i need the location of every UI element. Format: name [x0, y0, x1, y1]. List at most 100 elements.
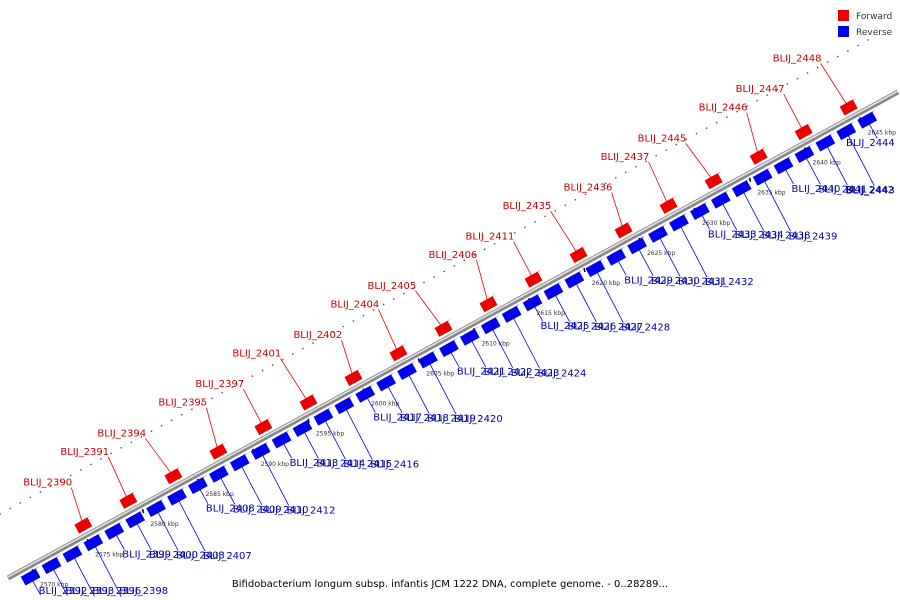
reverse-gene-block[interactable] [836, 120, 857, 141]
reverse-gene-label: BLIJ_2439 [789, 231, 838, 242]
reverse-gene-block[interactable] [606, 246, 627, 266]
scale-tick-label: 2610 kbp [481, 340, 509, 347]
forward-gene-block[interactable] [254, 416, 273, 436]
forward-gene-block[interactable] [344, 367, 363, 386]
forward-label-leader [341, 339, 354, 379]
reverse-gene-block[interactable] [522, 292, 543, 312]
reverse-gene-label: BLIJ_2421 [457, 367, 506, 378]
forward-label-leader [107, 456, 129, 502]
scale-tick-label: 2590 kbp [261, 461, 289, 468]
reverse-gene-block[interactable] [501, 303, 522, 323]
forward-label-leader [145, 438, 174, 477]
reverse-label-leader [553, 291, 570, 322]
reverse-gene-block[interactable] [815, 132, 836, 152]
reverse-gene-block[interactable] [397, 360, 417, 380]
forward-gene-block[interactable] [839, 97, 858, 116]
reverse-gene-label: BLIJ_2423 [511, 368, 560, 379]
reverse-gene-block[interactable] [167, 486, 187, 506]
reverse-gene-block[interactable] [334, 394, 355, 415]
reverse-label-leader [218, 474, 236, 505]
reverse-gene-block[interactable] [313, 406, 334, 426]
reverse-gene-block[interactable] [710, 189, 731, 209]
reverse-gene-label: BLIJ_2428 [621, 323, 670, 334]
reverse-gene-label: BLIJ_2438 [762, 231, 811, 242]
reverse-gene-block[interactable] [62, 543, 83, 563]
reverse-label-leader [762, 177, 791, 232]
forward-gene-block[interactable] [119, 490, 138, 509]
reverse-gene-block[interactable] [41, 554, 62, 575]
reverse-gene-block[interactable] [20, 566, 41, 586]
forward-gene-block[interactable] [299, 392, 318, 411]
reverse-label-leader [364, 394, 376, 413]
reverse-gene-block[interactable] [83, 532, 104, 552]
scale-tick-label: 2640 kbp [813, 160, 841, 167]
reverse-gene-block[interactable] [564, 269, 585, 289]
forward-gene-block[interactable] [614, 220, 633, 239]
forward-gene-block[interactable] [749, 146, 768, 165]
reverse-gene-block[interactable] [690, 200, 710, 221]
forward-gene-block[interactable] [794, 121, 813, 141]
reverse-label-leader [30, 576, 41, 596]
legend-forward-label: Forward [856, 12, 892, 22]
reverse-label-leader [343, 405, 373, 460]
reverse-gene-block[interactable] [229, 452, 250, 472]
scale-tick-mark [307, 418, 310, 423]
reverse-gene-label: BLIJ_2414 [316, 459, 365, 470]
reverse-label-leader [511, 314, 540, 369]
reverse-gene-block[interactable] [459, 326, 480, 346]
reverse-gene-label: BLIJ_2444 [846, 138, 895, 149]
reverse-gene-label: BLIJ_2400 [149, 550, 198, 561]
reverse-gene-block[interactable] [857, 109, 878, 129]
forward-gene-label: BLIJ_2448 [773, 54, 822, 65]
forward-label-leader [783, 93, 805, 133]
reverse-gene-block[interactable] [794, 143, 815, 163]
reverse-gene-label: BLIJ_2441 [818, 184, 867, 195]
reverse-gene-label: BLIJ_2412 [287, 505, 336, 516]
reverse-label-leader [260, 451, 290, 506]
forward-gene-block[interactable] [389, 343, 408, 362]
forward-gene-label: BLIJ_2435 [503, 201, 552, 212]
reverse-label-leader [636, 245, 654, 277]
reverse-gene-block[interactable] [627, 235, 647, 255]
reverse-gene-block[interactable] [648, 223, 668, 243]
reverse-label-leader [699, 211, 711, 230]
reverse-gene-block[interactable] [125, 509, 146, 529]
reverse-gene-block[interactable] [250, 440, 271, 460]
reverse-gene-block[interactable] [480, 315, 501, 335]
reverse-gene-block[interactable] [271, 429, 292, 449]
forward-gene-label: BLIJ_2404 [330, 299, 379, 310]
forward-gene-block[interactable] [569, 244, 588, 264]
forward-gene-block[interactable] [164, 466, 183, 485]
reverse-gene-block[interactable] [543, 280, 564, 300]
reverse-gene-block[interactable] [208, 463, 229, 483]
reverse-gene-block[interactable] [146, 497, 166, 517]
reverse-gene-block[interactable] [752, 166, 773, 186]
forward-gene-block[interactable] [524, 269, 543, 288]
reverse-label-leader [51, 565, 68, 596]
reverse-label-leader [448, 348, 460, 367]
forward-gene-block[interactable] [659, 195, 678, 214]
reverse-gene-label: BLIJ_2425 [541, 321, 590, 332]
reverse-gene-block[interactable] [292, 417, 313, 438]
forward-gene-label: BLIJ_2390 [23, 477, 72, 488]
reverse-gene-block[interactable] [585, 257, 606, 278]
forward-label-leader [820, 63, 850, 108]
backbone-bar [6, 89, 900, 581]
reverse-gene-block[interactable] [418, 349, 438, 369]
forward-label-leader [280, 358, 309, 403]
forward-gene-block[interactable] [434, 318, 453, 337]
scale-tick-label: 2635 kbp [757, 190, 785, 197]
reverse-gene-label: BLIJ_2398 [119, 586, 168, 597]
backbone-highlight [7, 90, 899, 578]
forward-gene-block[interactable] [479, 293, 498, 313]
reverse-gene-label: BLIJ_2433 [708, 230, 757, 241]
forward-gene-label: BLIJ_2401 [232, 349, 281, 360]
reverse-gene-block[interactable] [731, 177, 752, 198]
forward-gene-block[interactable] [74, 515, 93, 534]
reverse-gene-block[interactable] [669, 212, 689, 232]
legend-reverse-label: Reverse [856, 28, 893, 38]
reverse-label-leader [657, 234, 681, 277]
reverse-gene-block[interactable] [376, 372, 397, 392]
reverse-label-leader [155, 508, 179, 551]
